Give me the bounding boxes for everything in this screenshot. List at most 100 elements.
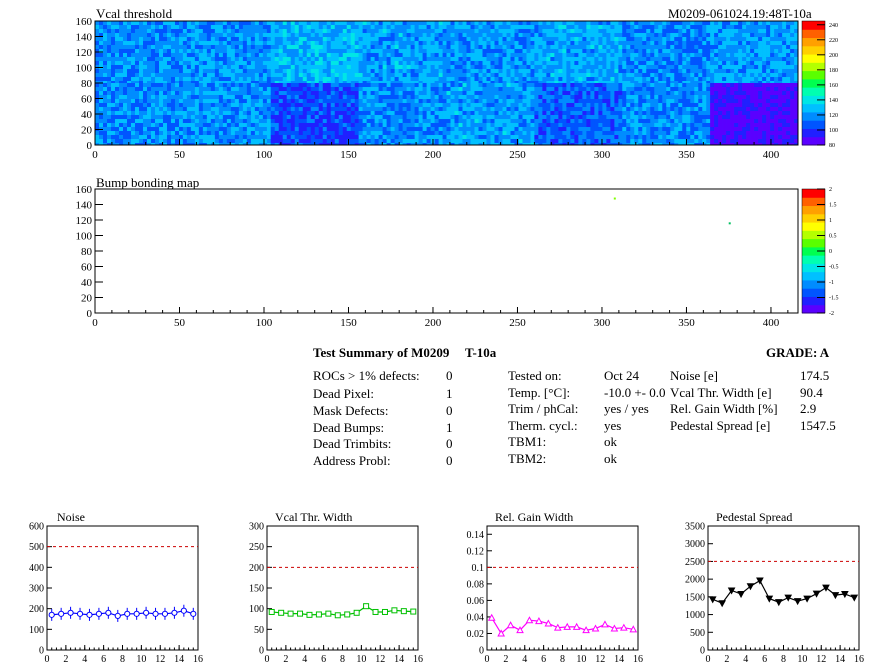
heatmap-cell [694,77,699,82]
heatmap-cell [418,41,423,46]
heatmap-cell [458,131,463,136]
heatmap-cell [282,69,288,74]
heatmap-cell [342,111,348,116]
heatmap-cell [258,143,264,146]
heatmap-cell [190,91,196,96]
heatmap-cell [466,21,471,26]
heatmap-cell [714,21,719,26]
heatmap-cell [582,41,587,46]
heatmap-cell [506,127,511,132]
heatmap-cell [502,131,507,136]
heatmap-cell [470,37,475,42]
roc-block [622,21,711,84]
heatmap-cell [159,131,164,136]
heatmap-cell [582,45,587,50]
heatmap-cell [242,81,248,84]
heatmap-cell [242,61,248,66]
heatmap-cell [338,41,344,46]
heatmap-cell [534,135,539,140]
heatmap-cell [422,119,427,124]
heatmap-cell [562,33,567,38]
heatmap-cell [334,99,340,104]
heatmap-cell [171,123,176,128]
heatmap-cell [494,37,499,42]
heatmap-cell [322,87,328,92]
heatmap-cell [107,41,112,46]
heatmap-cell [442,21,447,26]
heatmap-cell [398,123,403,128]
heatmap-cell [454,107,459,112]
heatmap-cell [302,61,308,66]
heatmap-cell [714,25,719,30]
heatmap-cell [622,57,627,62]
heatmap-cell [266,53,272,58]
heatmap-cell [314,21,320,26]
heatmap-cell [634,57,639,62]
heatmap-cell [155,33,160,38]
heatmap-cell [426,49,431,54]
heatmap-cell [151,33,156,38]
heatmap-cell [698,77,703,82]
heatmap-cell [470,131,475,136]
heatmap-cell [494,103,499,108]
heatmap-cell [398,29,403,34]
heatmap-cell [143,83,148,88]
heatmap-cell [107,61,112,66]
heatmap-cell [586,131,591,136]
heatmap-cell [562,91,567,96]
heatmap-cell [606,91,611,96]
heatmap-cell [682,57,687,62]
heatmap-cell [722,29,727,34]
heatmap-cell [135,103,140,108]
heatmap-cell [190,139,196,144]
heatmap-cell [175,103,180,108]
heatmap-cell [522,91,527,96]
heatmap-cell [222,21,228,26]
heatmap-cell [474,83,479,88]
heatmap-cell [554,77,559,82]
heatmap-cell [202,69,208,74]
heatmap-cell [362,111,367,116]
heatmap-cell [546,49,551,54]
heatmap-cell [338,37,344,42]
heatmap-cell [590,61,595,66]
heatmap-cell [131,95,136,100]
heatmap-cell [139,103,144,108]
heatmap-cell [190,69,196,74]
heatmap-cell [466,127,471,132]
heatmap-cell [374,29,379,34]
heatmap-cell [258,37,264,42]
heatmap-cell [722,53,727,58]
heatmap-cell [103,73,108,78]
heatmap-cell [374,143,379,146]
heatmap-cell [362,41,367,46]
heatmap-cell [398,99,403,104]
heatmap-cell [354,65,359,70]
heatmap-cell [470,77,475,82]
heatmap-cell [147,119,152,124]
heatmap-cell [390,143,395,146]
heatmap-cell [498,139,503,144]
heatmap-cell [147,65,152,70]
heatmap-cell [570,77,575,82]
heatmap-cell [550,49,555,54]
heatmap-cell [103,49,108,54]
heatmap-cell [334,49,340,54]
heatmap-cell [598,107,603,112]
heatmap-cell [442,123,447,128]
heatmap-cell [131,77,136,82]
heatmap-cell [554,123,559,128]
heatmap-cell [578,45,583,50]
heatmap-cell [534,73,539,78]
heatmap-cell [103,91,108,96]
heatmap-cell [542,119,547,124]
heatmap-cell [190,119,196,124]
heatmap-cell [143,123,148,128]
heatmap-cell [294,99,300,104]
heatmap-cell [246,99,252,104]
heatmap-cell [103,131,108,136]
heatmap-cell [794,69,799,74]
heatmap-cell [514,33,519,38]
heatmap-cell [318,99,324,104]
heatmap-cell [438,107,443,112]
